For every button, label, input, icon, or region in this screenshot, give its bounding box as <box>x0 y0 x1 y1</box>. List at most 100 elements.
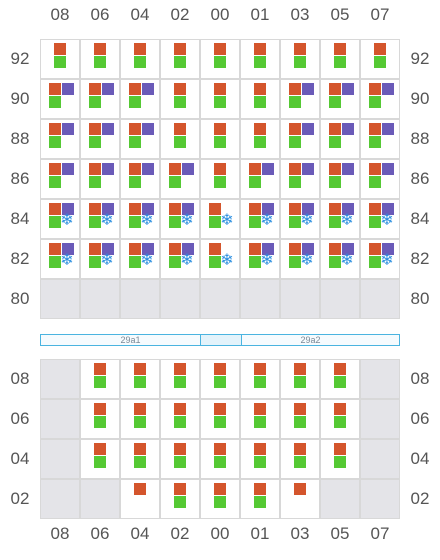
upper-slot-84-06[interactable]: ❄ <box>80 199 120 239</box>
lower-slot-08-08[interactable] <box>40 359 80 399</box>
upper-slot-86-05[interactable] <box>320 159 360 199</box>
lower-slot-06-07[interactable] <box>360 399 400 439</box>
upper-slot-90-05[interactable] <box>320 79 360 119</box>
upper-slot-82-05[interactable]: ❄ <box>320 239 360 279</box>
upper-slot-86-02[interactable] <box>160 159 200 199</box>
upper-slot-90-07[interactable] <box>360 79 400 119</box>
upper-slot-82-07[interactable]: ❄ <box>360 239 400 279</box>
lower-slot-04-05[interactable] <box>320 439 360 479</box>
upper-slot-84-04[interactable]: ❄ <box>120 199 160 239</box>
upper-slot-92-01[interactable] <box>240 39 280 79</box>
upper-slot-80-06[interactable] <box>80 279 120 319</box>
upper-slot-86-06[interactable] <box>80 159 120 199</box>
lower-slot-06-08[interactable] <box>40 399 80 439</box>
upper-slot-84-08[interactable]: ❄ <box>40 199 80 239</box>
upper-slot-82-00[interactable]: ❄ <box>200 239 240 279</box>
upper-slot-90-01[interactable] <box>240 79 280 119</box>
upper-slot-90-06[interactable] <box>80 79 120 119</box>
upper-slot-88-00[interactable] <box>200 119 240 159</box>
lower-slot-06-06[interactable] <box>80 399 120 439</box>
lower-slot-04-04[interactable] <box>120 439 160 479</box>
lower-slot-08-02[interactable] <box>160 359 200 399</box>
upper-slot-82-06[interactable]: ❄ <box>80 239 120 279</box>
lower-slot-08-03[interactable] <box>280 359 320 399</box>
upper-slot-82-02[interactable]: ❄ <box>160 239 200 279</box>
upper-slot-80-01[interactable] <box>240 279 280 319</box>
upper-slot-80-04[interactable] <box>120 279 160 319</box>
upper-slot-88-04[interactable] <box>120 119 160 159</box>
lower-slot-06-01[interactable] <box>240 399 280 439</box>
upper-slot-92-04[interactable] <box>120 39 160 79</box>
upper-slot-88-02[interactable] <box>160 119 200 159</box>
upper-slot-80-05[interactable] <box>320 279 360 319</box>
upper-slot-90-02[interactable] <box>160 79 200 119</box>
upper-slot-84-00[interactable]: ❄ <box>200 199 240 239</box>
upper-slot-82-08[interactable]: ❄ <box>40 239 80 279</box>
upper-slot-80-00[interactable] <box>200 279 240 319</box>
upper-slot-80-08[interactable] <box>40 279 80 319</box>
lower-slot-04-07[interactable] <box>360 439 400 479</box>
lower-slot-04-03[interactable] <box>280 439 320 479</box>
upper-slot-90-04[interactable] <box>120 79 160 119</box>
upper-slot-80-02[interactable] <box>160 279 200 319</box>
lower-slot-08-06[interactable] <box>80 359 120 399</box>
upper-slot-88-05[interactable] <box>320 119 360 159</box>
upper-slot-86-04[interactable] <box>120 159 160 199</box>
lower-slot-06-05[interactable] <box>320 399 360 439</box>
upper-slot-82-01[interactable]: ❄ <box>240 239 280 279</box>
lower-slot-02-00[interactable] <box>200 479 240 519</box>
lower-slot-02-04[interactable] <box>120 479 160 519</box>
lower-slot-06-04[interactable] <box>120 399 160 439</box>
lower-slot-08-01[interactable] <box>240 359 280 399</box>
upper-slot-90-08[interactable] <box>40 79 80 119</box>
lower-slot-08-04[interactable] <box>120 359 160 399</box>
lower-slot-02-01[interactable] <box>240 479 280 519</box>
upper-slot-92-00[interactable] <box>200 39 240 79</box>
lower-slot-06-03[interactable] <box>280 399 320 439</box>
upper-slot-88-03[interactable] <box>280 119 320 159</box>
upper-slot-92-03[interactable] <box>280 39 320 79</box>
upper-slot-84-05[interactable]: ❄ <box>320 199 360 239</box>
upper-slot-88-07[interactable] <box>360 119 400 159</box>
lower-slot-04-08[interactable] <box>40 439 80 479</box>
upper-slot-84-03[interactable]: ❄ <box>280 199 320 239</box>
lower-slot-02-07[interactable] <box>360 479 400 519</box>
lower-slot-04-02[interactable] <box>160 439 200 479</box>
lower-slot-06-02[interactable] <box>160 399 200 439</box>
upper-slot-86-08[interactable] <box>40 159 80 199</box>
upper-slot-80-03[interactable] <box>280 279 320 319</box>
purple-square-icon <box>102 123 114 135</box>
lower-slot-04-06[interactable] <box>80 439 120 479</box>
upper-slot-92-08[interactable] <box>40 39 80 79</box>
upper-slot-84-01[interactable]: ❄ <box>240 199 280 239</box>
upper-slot-86-07[interactable] <box>360 159 400 199</box>
upper-slot-92-06[interactable] <box>80 39 120 79</box>
lower-slot-02-05[interactable] <box>320 479 360 519</box>
lower-slot-02-03[interactable] <box>280 479 320 519</box>
upper-slot-80-07[interactable] <box>360 279 400 319</box>
upper-slot-88-06[interactable] <box>80 119 120 159</box>
upper-slot-92-02[interactable] <box>160 39 200 79</box>
lower-slot-08-07[interactable] <box>360 359 400 399</box>
lower-slot-08-00[interactable] <box>200 359 240 399</box>
lower-slot-06-00[interactable] <box>200 399 240 439</box>
upper-slot-90-03[interactable] <box>280 79 320 119</box>
upper-slot-86-00[interactable] <box>200 159 240 199</box>
upper-slot-86-03[interactable] <box>280 159 320 199</box>
upper-slot-88-08[interactable] <box>40 119 80 159</box>
lower-slot-02-06[interactable] <box>80 479 120 519</box>
lower-slot-04-00[interactable] <box>200 439 240 479</box>
lower-slot-02-02[interactable] <box>160 479 200 519</box>
upper-slot-84-07[interactable]: ❄ <box>360 199 400 239</box>
upper-slot-90-00[interactable] <box>200 79 240 119</box>
upper-slot-92-05[interactable] <box>320 39 360 79</box>
upper-slot-82-04[interactable]: ❄ <box>120 239 160 279</box>
upper-slot-92-07[interactable] <box>360 39 400 79</box>
upper-slot-82-03[interactable]: ❄ <box>280 239 320 279</box>
lower-slot-08-05[interactable] <box>320 359 360 399</box>
upper-slot-84-02[interactable]: ❄ <box>160 199 200 239</box>
upper-slot-86-01[interactable] <box>240 159 280 199</box>
lower-slot-04-01[interactable] <box>240 439 280 479</box>
lower-slot-02-08[interactable] <box>40 479 80 519</box>
upper-slot-88-01[interactable] <box>240 119 280 159</box>
